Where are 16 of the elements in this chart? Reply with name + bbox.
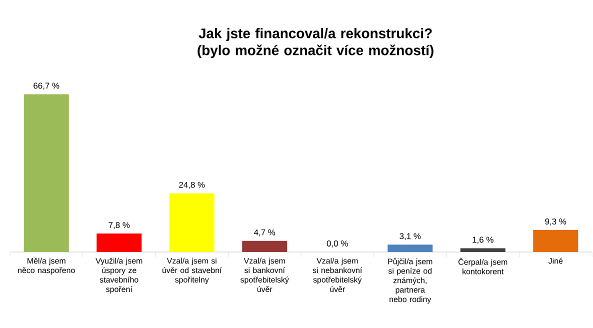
bar xyxy=(388,244,433,252)
bar xyxy=(24,94,69,252)
data-label: 66,7 % xyxy=(34,82,60,90)
data-label: 9,3 % xyxy=(545,218,566,226)
data-label: 24,8 % xyxy=(179,182,205,189)
chart-title: Jak jste financoval/a rekonstrukci? (bylo možné označit více možností) xyxy=(198,28,434,58)
data-label: 3,1 % xyxy=(400,233,421,240)
data-label: 1,6 % xyxy=(472,236,494,244)
data-label: 0,0 % xyxy=(326,240,348,248)
bar xyxy=(96,234,142,252)
data-label: 4,7 % xyxy=(254,229,276,236)
data-label: 7,8 % xyxy=(108,222,130,230)
bar xyxy=(533,230,578,252)
bar xyxy=(242,240,288,252)
bar xyxy=(460,248,506,252)
bar xyxy=(169,193,214,252)
